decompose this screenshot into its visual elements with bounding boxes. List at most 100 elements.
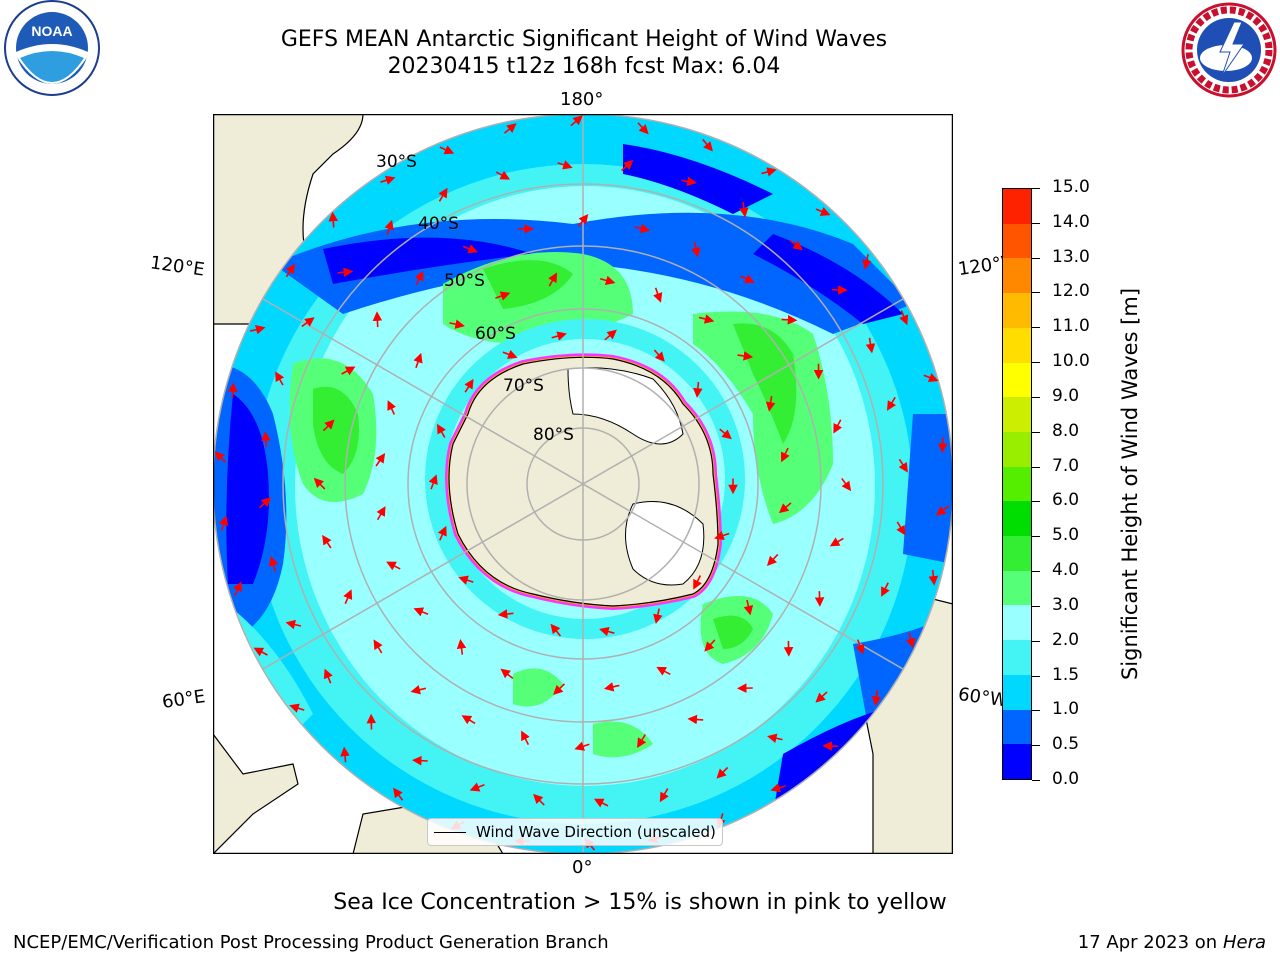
wave-direction-arrow — [574, 741, 590, 751]
colorbar-tick-mark — [1032, 292, 1040, 294]
wave-direction-arrow — [301, 317, 315, 328]
map-border — [213, 114, 953, 854]
wave-direction-arrow — [521, 730, 530, 745]
colorbar-tick-label: 15.0 — [1052, 177, 1090, 197]
wave-direction-arrow — [841, 477, 852, 492]
colorbar-segment — [1003, 501, 1031, 537]
colorbar-tick-label: 0.0 — [1052, 769, 1080, 789]
wave-direction-arrow — [380, 175, 396, 185]
wave-direction-arrow — [503, 123, 517, 134]
wave-direction-arrow — [376, 506, 386, 521]
chart-subtitle: 20230415 t12z 168h fcst Max: 6.04 — [387, 54, 781, 79]
wave-direction-arrow — [449, 319, 465, 329]
lat-label-30s: 30°S — [376, 152, 417, 172]
wave-direction-arrow — [923, 373, 939, 383]
colorbar-tick-label: 10.0 — [1052, 351, 1090, 372]
map-legend: Wind Wave Direction (unscaled) — [427, 818, 723, 846]
wave-direction-arrow — [275, 371, 285, 386]
wave-direction-arrow — [704, 639, 716, 652]
wave-direction-arrow — [233, 581, 242, 597]
wave-direction-arrow — [577, 213, 589, 227]
wave-direction-arrow — [495, 170, 511, 180]
wave-direction-arrow — [372, 311, 383, 328]
colorbar-segment — [1003, 258, 1031, 294]
wave-direction-arrow — [881, 582, 890, 597]
wave-direction-arrow — [249, 324, 266, 335]
wave-direction-arrow — [855, 639, 865, 655]
colorbar-tick-mark — [1032, 362, 1040, 364]
wave-direction-arrow — [637, 122, 649, 135]
wave-direction-arrow — [603, 682, 620, 692]
colorbar-segment — [1003, 223, 1031, 259]
wave-direction-arrow — [766, 553, 779, 566]
wave-direction-arrow — [340, 746, 350, 763]
colorbar-segment — [1003, 674, 1031, 710]
wave-direction-arrow — [375, 453, 386, 467]
colorbar-segment — [1003, 744, 1031, 779]
map-canvas — [213, 114, 953, 854]
wave-direction-arrow — [829, 537, 844, 547]
wave-direction-arrow — [439, 145, 455, 155]
colorbar-segment — [1003, 466, 1031, 502]
wave-direction-arrow — [781, 447, 790, 463]
wave-direction-arrow — [770, 783, 786, 793]
wave-direction-arrow — [739, 201, 749, 218]
colorbar-segment — [1003, 605, 1031, 641]
wave-direction-arrow — [373, 639, 383, 654]
wave-direction-arrow — [822, 741, 839, 751]
polar-map: 30°S 40°S 50°S 60°S 70°S 80°S Wind Wave … — [213, 114, 953, 854]
colorbar-tick-mark — [1032, 536, 1040, 538]
noaa-logo: NOAA — [0, 0, 104, 100]
footer-credit: NCEP/EMC/Verification Post Processing Pr… — [13, 932, 609, 953]
wave-direction-arrow — [456, 638, 467, 655]
colorbar-tick-mark — [1032, 640, 1040, 642]
lon-label-lower-left: 60°E — [160, 686, 207, 713]
wave-direction-arrow — [767, 733, 783, 743]
wave-direction-arrow — [414, 270, 424, 286]
colorbar — [1002, 188, 1032, 780]
wave-direction-arrow — [464, 378, 474, 393]
lat-label-40s: 40°S — [418, 214, 459, 234]
wave-direction-arrow — [719, 428, 732, 440]
wave-direction-arrow — [928, 569, 939, 586]
wave-direction-arrow — [313, 477, 326, 490]
colorbar-segment — [1003, 362, 1031, 398]
wave-direction-arrow — [691, 241, 701, 258]
colorbar-tick-label: 13.0 — [1052, 246, 1090, 267]
wave-direction-arrow — [384, 219, 394, 236]
wave-direction-arrow — [328, 211, 339, 228]
colorbar-segment — [1003, 327, 1031, 363]
nws-logo — [1178, 0, 1280, 100]
colorbar-tick-mark — [1032, 675, 1040, 677]
wave-direction-arrow — [865, 337, 876, 354]
wave-direction-arrow — [737, 351, 754, 361]
wave-direction-arrow — [702, 138, 713, 152]
wave-direction-arrow — [495, 291, 511, 301]
wave-direction-arrow — [458, 575, 474, 585]
wave-direction-arrow — [778, 502, 792, 514]
colorbar-segment — [1003, 431, 1031, 467]
wave-direction-arrow — [761, 167, 777, 177]
wave-direction-arrow — [500, 668, 514, 680]
wave-direction-arrow — [393, 787, 404, 801]
colorbar-tick-mark — [1032, 257, 1040, 259]
colorbar-tick-mark — [1032, 780, 1040, 781]
colorbar-tick-mark — [1032, 327, 1040, 329]
wave-direction-arrow — [743, 599, 754, 616]
wave-direction-arrow — [386, 561, 401, 571]
wave-direction-arrow — [413, 607, 429, 617]
wave-direction-arrow — [323, 668, 333, 684]
wave-direction-arrow — [261, 431, 271, 447]
colorbar-tick-label: 1.0 — [1052, 699, 1080, 720]
wave-direction-arrow — [343, 589, 353, 605]
wave-direction-arrow — [714, 530, 730, 541]
colorbar-tick-label: 7.0 — [1052, 455, 1080, 476]
wave-direction-arrow — [653, 287, 663, 303]
wave-direction-arrow — [548, 272, 558, 287]
colorbar-segment — [1003, 189, 1031, 224]
colorbar-segment — [1003, 397, 1031, 432]
lon-label-upper-right: 120°W — [956, 252, 1006, 281]
colorbar-tick-label: 14.0 — [1052, 211, 1090, 232]
colorbar-segment — [1003, 293, 1031, 328]
wave-direction-arrow — [765, 396, 776, 412]
